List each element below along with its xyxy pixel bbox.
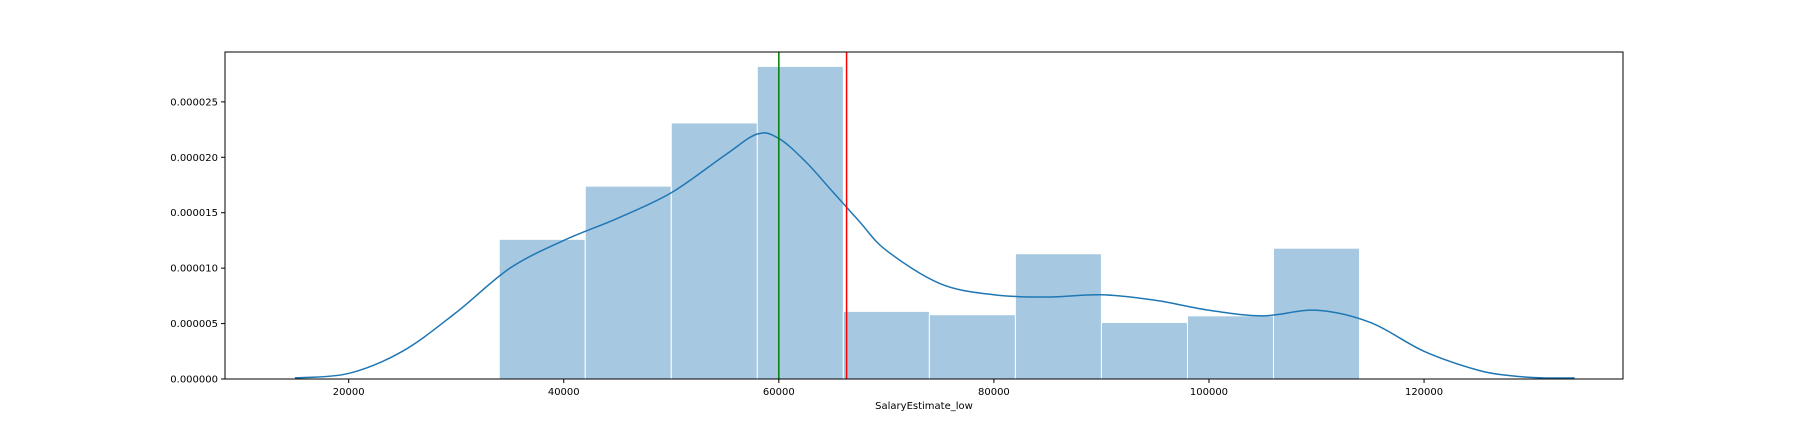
y-axis-ticks: 0.000000 0.000005 0.000010 0.000015 0.000020… bbox=[170, 97, 225, 386]
x-axis-label: SalaryEstimate_low bbox=[875, 401, 973, 412]
histogram-bar-0 bbox=[498, 238, 586, 380]
x-tick-label: 60000 bbox=[763, 387, 795, 398]
kde-curve bbox=[294, 132, 1575, 379]
histogram-bar-3 bbox=[756, 65, 844, 380]
plot-frame bbox=[224, 51, 1624, 380]
reference-lines-layer bbox=[778, 52, 848, 379]
histogram-bar-1 bbox=[584, 185, 672, 380]
histogram-bar-7 bbox=[1100, 321, 1188, 380]
y-tick-label: 0.000020 bbox=[170, 153, 218, 164]
y-tick-label: 0.000025 bbox=[170, 97, 218, 108]
histogram-bar-8 bbox=[1186, 315, 1275, 380]
x-tick-label: 80000 bbox=[978, 387, 1010, 398]
y-tick-label: 0.000000 bbox=[170, 375, 218, 386]
histogram-bar-2 bbox=[670, 122, 758, 380]
x-tick-label: 40000 bbox=[548, 387, 580, 398]
histogram-bar-6 bbox=[1014, 253, 1102, 380]
bars-layer bbox=[498, 65, 1361, 380]
histogram-bar-4 bbox=[842, 310, 930, 380]
x-tick-label: 20000 bbox=[333, 387, 365, 398]
x-tick-label: 120000 bbox=[1405, 387, 1443, 398]
y-tick-label: 0.000005 bbox=[170, 319, 218, 330]
x-axis-ticks: 20000 40000 60000 80000 100000 120000 bbox=[333, 379, 1443, 398]
kde-layer bbox=[294, 132, 1575, 379]
x-tick-label: 100000 bbox=[1190, 387, 1228, 398]
y-tick-label: 0.000015 bbox=[170, 208, 218, 219]
y-tick-label: 0.000010 bbox=[170, 264, 218, 275]
histogram-bar-5 bbox=[928, 314, 1016, 380]
